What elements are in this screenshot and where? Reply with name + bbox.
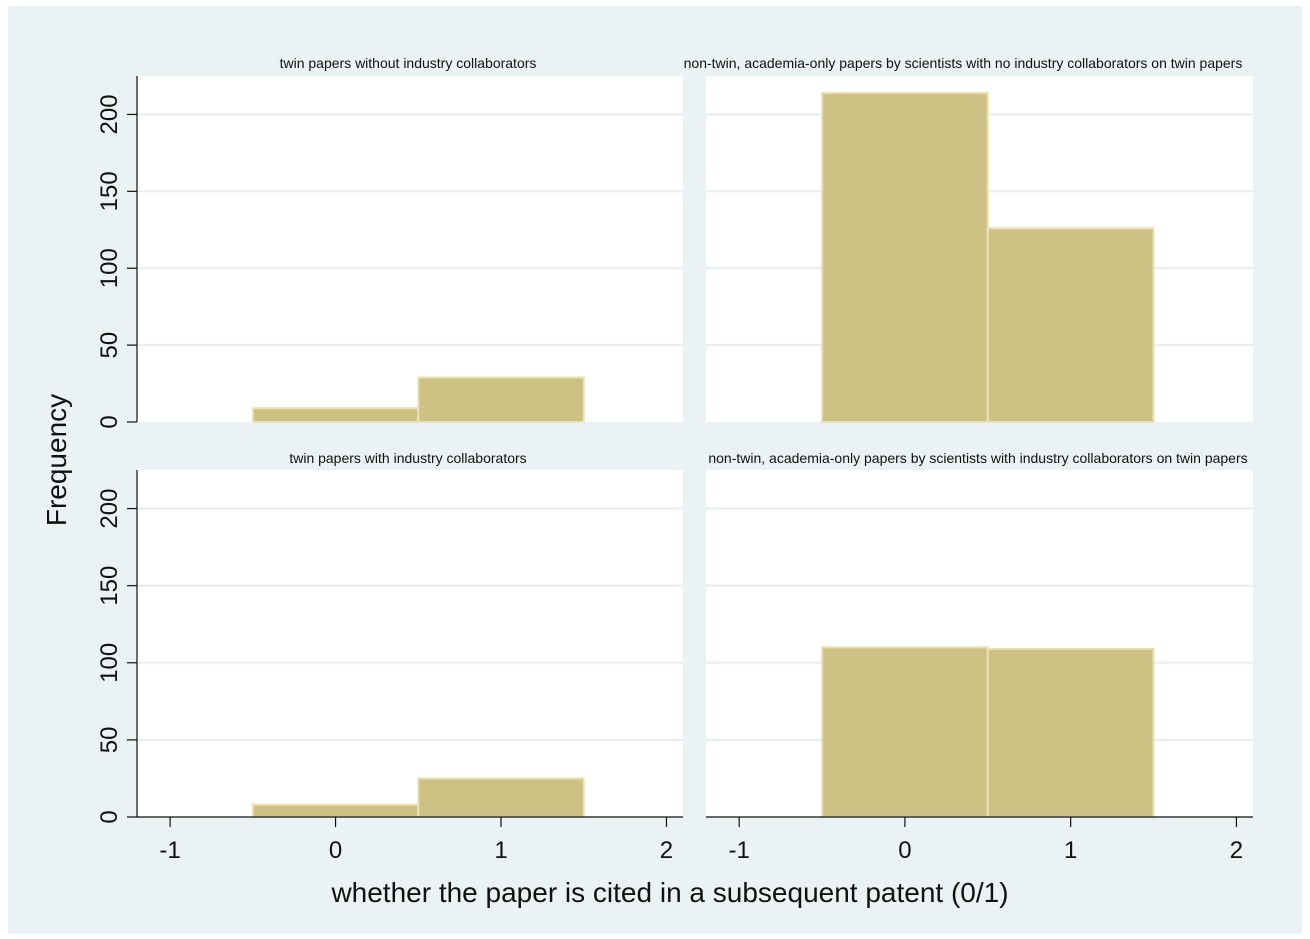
panel-3: twin papers with industry collaborators 0… [96,450,683,864]
y-tick-label: 100 [96,248,123,288]
x-tick-label: 1 [1064,837,1077,864]
x-tick-label: 2 [660,837,673,864]
panel-title: twin papers with industry collaborators [289,450,526,466]
panel-4: non-twin, academia-only papers by scient… [706,450,1253,864]
plot-area [137,76,683,422]
x-tick-label: 1 [494,837,507,864]
panel-title: non-twin, academia-only papers by scient… [684,55,1243,71]
bar [821,646,989,818]
x-tick-label: 2 [1230,837,1243,864]
x-tick-label: -1 [159,837,180,864]
bar [986,647,1155,818]
bar [417,376,585,424]
bar [417,777,585,819]
y-tick-label: 0 [96,415,123,428]
x-tick-label: -1 [728,837,749,864]
y-tick-label: 200 [96,94,123,134]
y-axis-title: Frequency [41,394,72,526]
plot-area [137,470,683,817]
y-tick-label: 100 [96,643,123,683]
y-tick-label: 50 [96,727,123,754]
panel-1: twin papers without industry collaborato… [96,55,683,429]
panel-title: non-twin, academia-only papers by scient… [708,450,1247,466]
y-tick-label: 200 [96,489,123,529]
bar [986,227,1155,423]
y-tick-label: 150 [96,171,123,211]
panels-layer: twin papers without industry collaborato… [96,55,1253,864]
y-tick-label: 0 [96,810,123,823]
x-axis-title: whether the paper is cited in a subseque… [330,877,1008,908]
bar [821,91,989,423]
y-tick-label: 150 [96,566,123,606]
panel-title: twin papers without industry collaborato… [280,55,537,71]
x-tick-label: 0 [898,837,911,864]
y-tick-label: 50 [96,332,123,359]
bar [251,803,420,819]
x-tick-label: 0 [329,837,342,864]
panel-2: non-twin, academia-only papers by scient… [684,55,1253,423]
bar [251,407,420,424]
